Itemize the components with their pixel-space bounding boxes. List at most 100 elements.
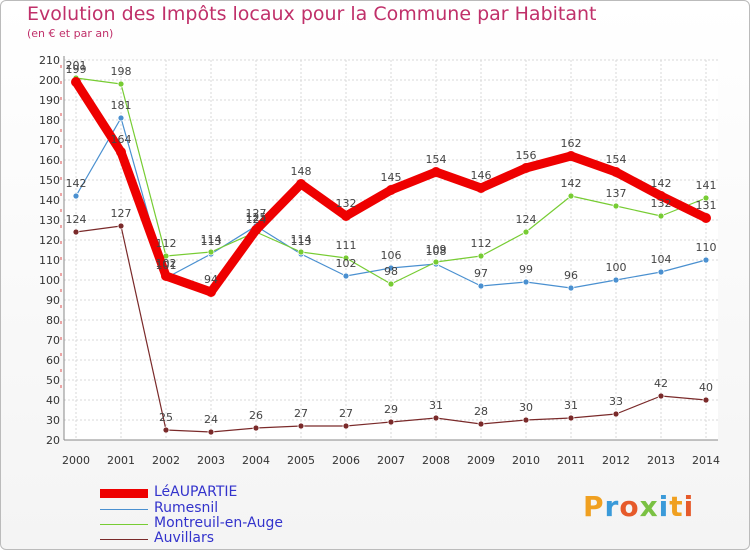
data-label-l-aupartie: 162 — [561, 137, 582, 150]
data-label-montreuil-en-auge: 198 — [111, 65, 132, 78]
y-tick-label: 130 — [39, 214, 60, 227]
data-point-auvillars — [162, 426, 170, 434]
data-point-rumesnil — [342, 272, 350, 280]
data-label-montreuil-en-auge: 112 — [471, 237, 492, 250]
data-label-auvillars: 27 — [339, 407, 353, 420]
data-label-auvillars: 28 — [474, 405, 488, 418]
data-point-l-aupartie — [701, 213, 711, 223]
x-tick-label: 2010 — [512, 454, 540, 467]
data-label-auvillars: 124 — [66, 213, 87, 226]
data-label-auvillars: 33 — [609, 395, 623, 408]
y-tick-label: 200 — [39, 74, 60, 87]
y-tick-label: 110 — [39, 254, 60, 267]
data-point-rumesnil — [657, 268, 665, 276]
x-tick-label: 2002 — [152, 454, 180, 467]
x-tick-label: 2006 — [332, 454, 360, 467]
data-point-rumesnil — [387, 264, 395, 272]
data-point-l-aupartie — [611, 167, 621, 177]
y-tick-label: 80 — [46, 314, 60, 327]
legend-item-leaupartie[interactable]: LéAUPARTIE — [100, 484, 360, 501]
data-label-l-aupartie: 131 — [696, 199, 717, 212]
chart-title: Evolution des Impôts locaux pour la Comm… — [27, 3, 597, 25]
legend-item-rumesnil[interactable]: Rumesnil — [100, 500, 360, 517]
data-point-auvillars — [432, 414, 440, 422]
data-label-rumesnil: 110 — [696, 241, 717, 254]
data-point-auvillars — [657, 392, 665, 400]
logo-letter: o — [619, 490, 640, 523]
data-label-auvillars: 127 — [111, 207, 132, 220]
data-label-l-aupartie: 154 — [606, 153, 627, 166]
logo-letter: i — [683, 490, 695, 523]
data-point-l-aupartie — [566, 151, 576, 161]
data-label-auvillars: 42 — [654, 377, 668, 390]
data-point-l-aupartie — [206, 287, 216, 297]
data-point-auvillars — [612, 410, 620, 418]
x-tick-label: 2013 — [647, 454, 675, 467]
x-tick-label: 2000 — [62, 454, 90, 467]
data-label-auvillars: 31 — [429, 399, 443, 412]
data-point-auvillars — [207, 428, 215, 436]
data-point-auvillars — [117, 222, 125, 230]
data-label-rumesnil: 104 — [651, 253, 672, 266]
x-tick-label: 2009 — [467, 454, 495, 467]
data-label-l-aupartie: 142 — [651, 177, 672, 190]
data-label-montreuil-en-auge: 142 — [561, 177, 582, 190]
data-point-montreuil-en-auge — [567, 192, 575, 200]
data-label-rumesnil: 102 — [336, 257, 357, 270]
data-label-l-aupartie: 199 — [66, 63, 87, 76]
logo-letter: i — [658, 490, 670, 523]
data-point-montreuil-en-auge — [207, 248, 215, 256]
data-label-montreuil-en-auge: 114 — [201, 233, 222, 246]
data-point-rumesnil — [612, 276, 620, 284]
data-label-auvillars: 27 — [294, 407, 308, 420]
y-tick-label: 60 — [46, 354, 60, 367]
data-label-l-aupartie: 94 — [204, 273, 218, 286]
data-label-l-aupartie: 148 — [291, 165, 312, 178]
data-point-montreuil-en-auge — [342, 254, 350, 262]
legend-item-montreuil-en-auge[interactable]: Montreuil-en-Auge — [100, 515, 360, 532]
data-point-auvillars — [522, 416, 530, 424]
x-tick-label: 2007 — [377, 454, 405, 467]
logo-letter: P — [583, 490, 605, 523]
data-point-rumesnil — [702, 256, 710, 264]
logo-letter: t — [669, 490, 684, 523]
data-label-l-aupartie: 132 — [336, 197, 357, 210]
data-point-montreuil-en-auge — [117, 80, 125, 88]
data-point-rumesnil — [477, 282, 485, 290]
legend-label-auvillars: Auvillars — [154, 530, 215, 546]
data-label-auvillars: 30 — [519, 401, 533, 414]
legend-item-auvillars[interactable]: Auvillars — [100, 530, 360, 547]
data-point-montreuil-en-auge — [612, 202, 620, 210]
legend-label-montreuil-en-auge: Montreuil-en-Auge — [154, 515, 283, 531]
data-label-rumesnil: 113 — [291, 235, 312, 248]
data-label-montreuil-en-auge: 137 — [606, 187, 627, 200]
data-point-l-aupartie — [476, 183, 486, 193]
data-label-l-aupartie: 125 — [246, 211, 267, 224]
data-label-rumesnil: 96 — [564, 269, 578, 282]
legend-label-rumesnil: Rumesnil — [154, 500, 219, 516]
y-tick-label: 100 — [39, 274, 60, 287]
y-tick-label: 150 — [39, 174, 60, 187]
y-tick-label: 90 — [46, 294, 60, 307]
data-label-montreuil-en-auge: 98 — [384, 265, 398, 278]
data-label-rumesnil: 113 — [201, 235, 222, 248]
data-label-montreuil-en-auge: 114 — [291, 233, 312, 246]
y-tick-label: 140 — [39, 194, 60, 207]
data-label-l-aupartie: 154 — [426, 153, 447, 166]
y-tick-label: 160 — [39, 154, 60, 167]
data-point-l-aupartie — [386, 185, 396, 195]
data-point-montreuil-en-auge — [432, 258, 440, 266]
data-point-auvillars — [252, 424, 260, 432]
data-point-auvillars — [297, 422, 305, 430]
data-label-l-aupartie: 145 — [381, 171, 402, 184]
y-tick-label: 20 — [46, 434, 60, 447]
logo-letter: r — [604, 490, 620, 523]
data-label-auvillars: 24 — [204, 413, 218, 426]
data-label-auvillars: 40 — [699, 381, 713, 394]
data-point-l-aupartie — [431, 167, 441, 177]
data-point-auvillars — [567, 414, 575, 422]
data-label-montreuil-en-auge: 141 — [696, 179, 717, 192]
y-tick-label: 30 — [46, 414, 60, 427]
y-tick-label: 170 — [39, 134, 60, 147]
data-point-auvillars — [702, 396, 710, 404]
